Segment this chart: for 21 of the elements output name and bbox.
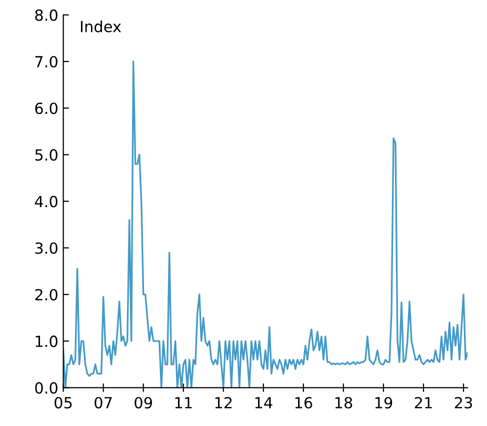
y-tick-label: 7.0	[35, 56, 58, 68]
y-tick-label: 4.0	[34, 196, 58, 208]
x-tick-label: 21	[414, 396, 432, 408]
x-tick-label: 05	[54, 396, 72, 409]
y-tick-label: 0.0	[35, 382, 58, 394]
x-tick-label: 16	[295, 396, 312, 409]
y-tick-label: 1.0	[36, 336, 58, 348]
y-tick-label: 5.0	[35, 149, 58, 161]
x-tick-label: 12	[215, 396, 232, 408]
y-tick-label: 8.0	[35, 9, 58, 21]
x-tick-label: 14	[255, 397, 272, 408]
x-tick-label: 11	[175, 397, 192, 408]
x-tick-label: 19	[375, 396, 392, 409]
x-tick-label: 23	[454, 396, 472, 409]
y-tick-label: 2.0	[35, 288, 58, 300]
x-tick-label: 18	[335, 396, 352, 409]
x-tick-label: 09	[134, 396, 152, 409]
x-tick-label: 07	[94, 396, 112, 409]
y-tick-label: 3.0	[35, 242, 58, 254]
y-tick-label: 6.0	[35, 102, 58, 114]
y-axis-title: Index	[80, 20, 122, 32]
